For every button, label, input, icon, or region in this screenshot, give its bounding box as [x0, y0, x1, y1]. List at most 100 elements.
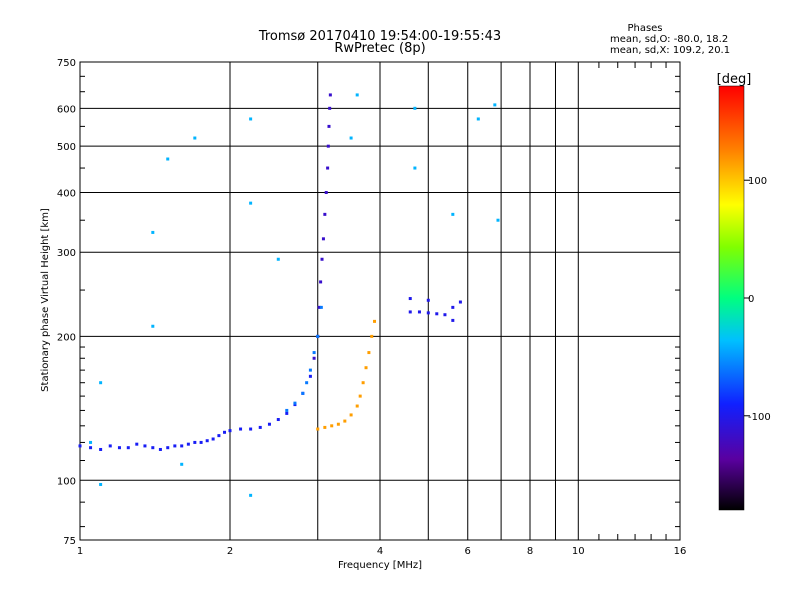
data-point	[151, 230, 155, 234]
data-point	[358, 394, 362, 398]
phases-o-line: mean, sd,O: -80.0, 18.2	[610, 34, 728, 45]
data-point	[239, 427, 243, 431]
data-point	[108, 444, 112, 448]
data-point	[316, 427, 320, 431]
data-point	[326, 166, 330, 170]
data-point	[373, 319, 377, 323]
data-point	[158, 447, 162, 451]
data-point	[413, 166, 417, 170]
data-point	[301, 391, 305, 395]
data-point	[211, 437, 215, 441]
data-point	[89, 446, 93, 450]
data-point	[324, 190, 328, 194]
data-point	[199, 440, 203, 444]
data-point	[426, 298, 430, 302]
data-point	[249, 201, 253, 205]
data-point	[205, 439, 209, 443]
data-point	[320, 257, 324, 261]
data-point	[330, 424, 334, 428]
data-points	[78, 93, 500, 497]
x-tick-label: 4	[377, 546, 383, 557]
data-point	[451, 305, 455, 309]
colorbar-tick-label: 100	[748, 176, 767, 187]
x-tick-label: 2	[227, 546, 233, 557]
data-point	[364, 366, 368, 370]
data-point	[166, 157, 170, 161]
data-point	[249, 427, 253, 431]
data-point	[180, 444, 184, 448]
data-point	[308, 368, 312, 372]
data-point	[328, 93, 332, 97]
data-point	[117, 446, 121, 450]
data-point	[249, 493, 253, 497]
y-tick-label: 750	[57, 58, 76, 69]
data-point	[249, 117, 253, 121]
colorbar-tick-label: 0	[748, 294, 754, 305]
data-point	[276, 418, 280, 422]
chart-title: Tromsø 20170410 19:54:00-19:55:43	[258, 29, 501, 44]
x-tick-label: 1	[77, 546, 83, 557]
data-point	[151, 446, 155, 450]
data-point	[319, 305, 323, 309]
x-tick-label: 16	[674, 546, 687, 557]
data-point	[451, 318, 455, 322]
y-tick-label: 600	[57, 104, 76, 115]
data-point	[285, 411, 289, 415]
plot-area	[79, 61, 681, 541]
data-point	[426, 311, 430, 315]
chart-subtitle: RwPretec (8p)	[334, 41, 425, 56]
data-point	[496, 218, 500, 222]
data-point	[435, 312, 439, 316]
x-tick-label: 8	[527, 546, 533, 557]
colorbar	[718, 85, 745, 511]
y-axis-label: Stationary phase Virtual Height [km]	[40, 208, 51, 392]
data-point	[143, 444, 147, 448]
data-point	[312, 356, 316, 360]
data-point	[370, 334, 374, 338]
data-point	[99, 482, 103, 486]
data-point	[293, 401, 297, 405]
data-point	[323, 425, 327, 429]
data-point	[319, 280, 323, 284]
data-point	[323, 212, 327, 216]
x-tick-label: 10	[572, 546, 585, 557]
data-point	[349, 413, 353, 417]
data-point	[78, 444, 82, 448]
data-point	[451, 212, 455, 216]
x-tick-label: 6	[465, 546, 471, 557]
data-point	[326, 144, 330, 148]
data-point	[327, 124, 331, 128]
data-point	[173, 444, 177, 448]
colorbar-ticks: 100 0 -100	[744, 176, 771, 423]
data-point	[258, 425, 262, 429]
data-point	[180, 462, 184, 466]
data-point	[89, 440, 93, 444]
data-point	[99, 381, 103, 385]
axis-ticks: 1 2 4 6 8 10 16 75 100 200 300 400 500 600 750	[57, 58, 686, 557]
y-tick-label: 400	[57, 188, 76, 199]
phases-x-line: mean, sd,X: 109.2, 20.1	[610, 45, 730, 56]
data-point	[317, 305, 321, 309]
data-point	[193, 136, 197, 140]
data-point	[413, 106, 417, 110]
data-point	[186, 442, 190, 446]
data-point	[408, 297, 412, 301]
data-point	[285, 408, 289, 412]
data-point	[343, 419, 347, 423]
data-point	[349, 136, 353, 140]
data-point	[321, 237, 325, 241]
data-point	[267, 422, 271, 426]
data-point	[336, 422, 340, 426]
data-point	[355, 404, 359, 408]
data-point	[493, 103, 497, 107]
y-tick-label: 100	[57, 476, 76, 487]
data-point	[361, 381, 365, 385]
data-point	[367, 351, 371, 355]
data-point	[217, 434, 221, 438]
data-point	[408, 310, 412, 314]
x-axis-label: Frequency [MHz]	[338, 560, 422, 571]
data-point	[166, 446, 170, 450]
data-point	[417, 310, 421, 314]
data-point	[276, 257, 280, 261]
